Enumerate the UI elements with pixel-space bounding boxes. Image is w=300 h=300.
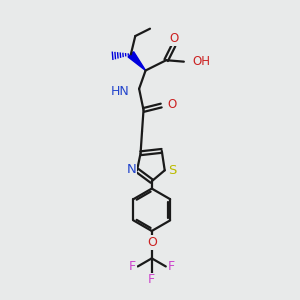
Text: HN: HN bbox=[111, 85, 130, 98]
Polygon shape bbox=[128, 52, 146, 70]
Text: F: F bbox=[167, 260, 175, 273]
Text: OH: OH bbox=[193, 55, 211, 68]
Text: O: O bbox=[169, 32, 179, 46]
Text: S: S bbox=[168, 164, 176, 177]
Text: N: N bbox=[127, 163, 136, 176]
Text: O: O bbox=[147, 236, 157, 249]
Text: F: F bbox=[129, 260, 136, 273]
Text: F: F bbox=[148, 273, 155, 286]
Text: O: O bbox=[167, 98, 176, 111]
